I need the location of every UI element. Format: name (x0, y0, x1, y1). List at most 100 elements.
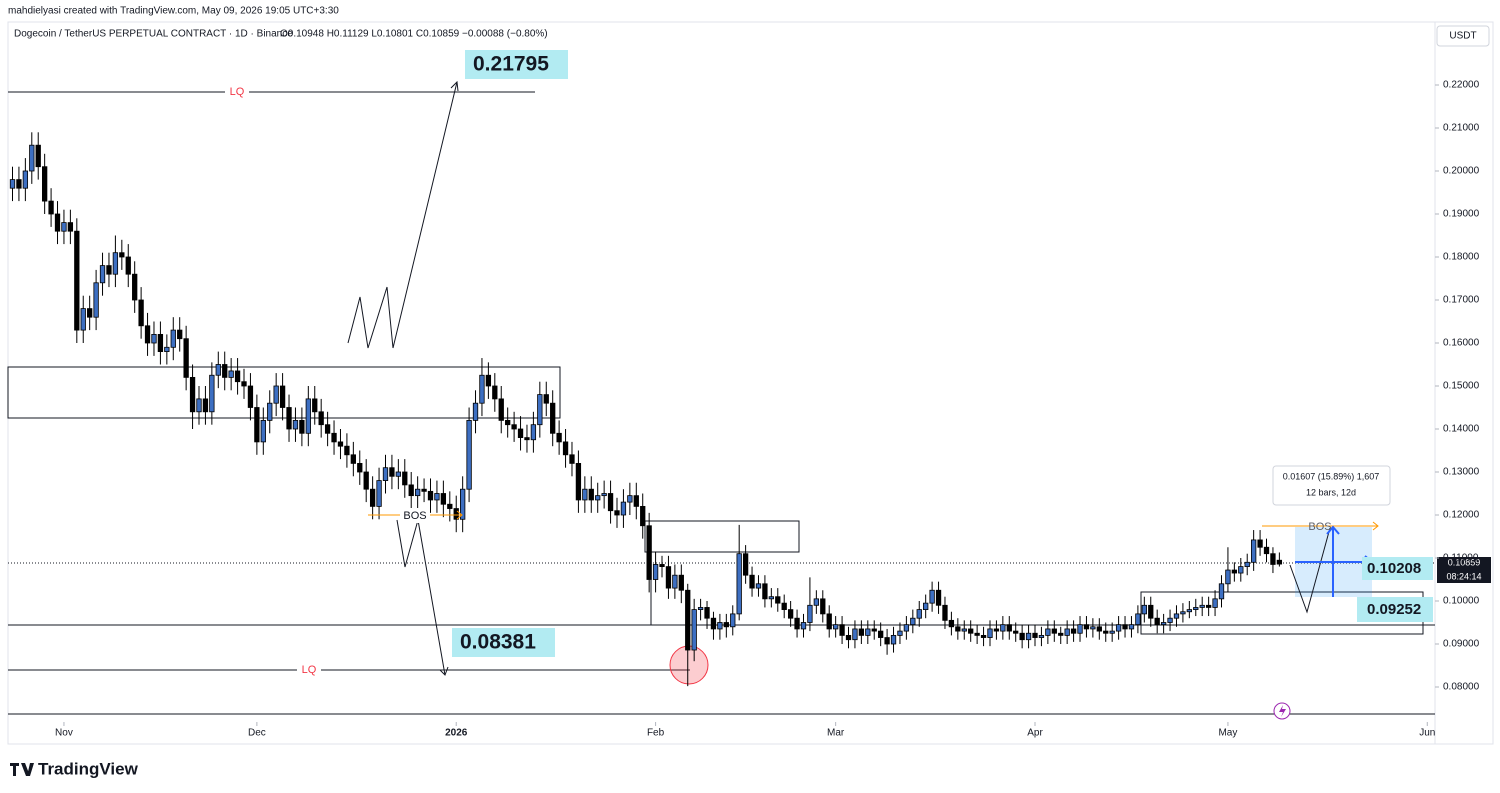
candle-body (800, 622, 807, 630)
candle-body (665, 566, 672, 589)
candle-body (1205, 604, 1212, 608)
candle-body (517, 428, 524, 438)
candle-body (543, 394, 549, 404)
price-label: 0.08381 (460, 631, 536, 654)
candle-body (119, 252, 125, 258)
measure-text: 12 bars, 12d (1306, 487, 1356, 497)
candle-body (781, 602, 787, 610)
candle-body (916, 609, 922, 619)
candle-body (955, 626, 961, 632)
candle-body (1064, 628, 1070, 636)
candle-body (1135, 613, 1141, 626)
candle-body (29, 144, 35, 172)
candle-body (550, 402, 556, 434)
candle-body (968, 628, 974, 634)
candle-body (1032, 632, 1038, 638)
candle-body (710, 617, 717, 630)
candle-body (659, 564, 665, 567)
candle-body (318, 411, 324, 426)
candle-body (67, 222, 74, 232)
last-price: 0.10859 (1448, 557, 1481, 567)
candle-body (749, 574, 755, 589)
candle-body (1122, 624, 1128, 630)
candle-body (820, 598, 826, 615)
candle-body (112, 252, 119, 275)
candle-body (1103, 630, 1109, 634)
candle-body (1263, 546, 1270, 555)
candle-body (1096, 626, 1102, 632)
candle-body (1025, 632, 1032, 641)
candle-body (402, 471, 408, 486)
candle-body (974, 632, 980, 636)
candle-body (775, 596, 781, 604)
candle-body (260, 419, 266, 443)
y-tick-label: 0.21000 (1443, 123, 1480, 134)
candle-body (1180, 611, 1186, 615)
candle-body (787, 609, 794, 619)
candle-body (537, 394, 543, 426)
path-arrow (396, 519, 446, 676)
candle-body (1160, 622, 1167, 626)
candle-body (1186, 609, 1192, 613)
candle-body (742, 553, 749, 576)
candle-body (1109, 630, 1115, 634)
candle-body (42, 166, 48, 202)
candle-body (151, 333, 157, 344)
candle-body (1218, 583, 1225, 600)
candle-body (1077, 624, 1083, 634)
candle-body (138, 299, 144, 327)
x-tick-label: Nov (55, 728, 73, 739)
candle-body (189, 376, 196, 413)
price-label: 0.21795 (473, 53, 549, 76)
candle-body (890, 634, 897, 645)
candle-body (865, 628, 871, 636)
candle-body (125, 256, 131, 275)
candle-body (369, 488, 376, 507)
candle-body (241, 381, 247, 387)
candle-body (1225, 569, 1231, 585)
countdown: 08:24:14 (1446, 571, 1481, 581)
candle-body (1000, 624, 1006, 632)
candle-body (292, 419, 299, 430)
candle-body (987, 628, 993, 638)
currency: USDT (1449, 31, 1476, 42)
lq-label: LQ (302, 664, 317, 676)
candle-body (942, 604, 948, 621)
candle-body (22, 170, 29, 189)
candle-body (595, 495, 601, 501)
y-tick-label: 0.22000 (1443, 80, 1480, 91)
candle-body (582, 488, 588, 501)
candle-body (1270, 553, 1276, 565)
candle-body (730, 613, 736, 628)
candle-body (74, 230, 80, 331)
candle-body (1257, 539, 1263, 548)
currency-box[interactable] (1436, 25, 1490, 47)
x-tick-label: Mar (827, 728, 845, 739)
candle-body (427, 490, 434, 501)
ohlc-text: O0.10948 H0.11129 L0.10801 C0.10859 −0.0… (280, 29, 548, 40)
candle-body (678, 574, 684, 591)
candle-body (1238, 566, 1244, 574)
candle-body (460, 488, 466, 520)
y-tick-label: 0.12000 (1443, 510, 1480, 521)
candle-body (93, 282, 99, 318)
candle-body (672, 574, 678, 589)
highlight-circle (669, 645, 709, 685)
label-bg (297, 662, 321, 678)
arrow-head (450, 80, 459, 92)
candle-body (1090, 626, 1096, 630)
candle-body (164, 346, 170, 352)
candle-body (607, 493, 614, 512)
candle-body (357, 462, 363, 473)
price-label-box (1362, 557, 1433, 580)
candle-body (646, 525, 652, 580)
candle-body (337, 441, 344, 447)
y-tick-label: 0.11000 (1443, 553, 1479, 564)
candle-body (845, 634, 852, 641)
candle-body (704, 607, 710, 619)
y-tick-label: 0.18000 (1443, 252, 1480, 263)
candle-body (993, 628, 1000, 632)
bos-label: BOS (1308, 521, 1331, 533)
candle-body (331, 432, 337, 443)
candle-body (312, 398, 318, 413)
